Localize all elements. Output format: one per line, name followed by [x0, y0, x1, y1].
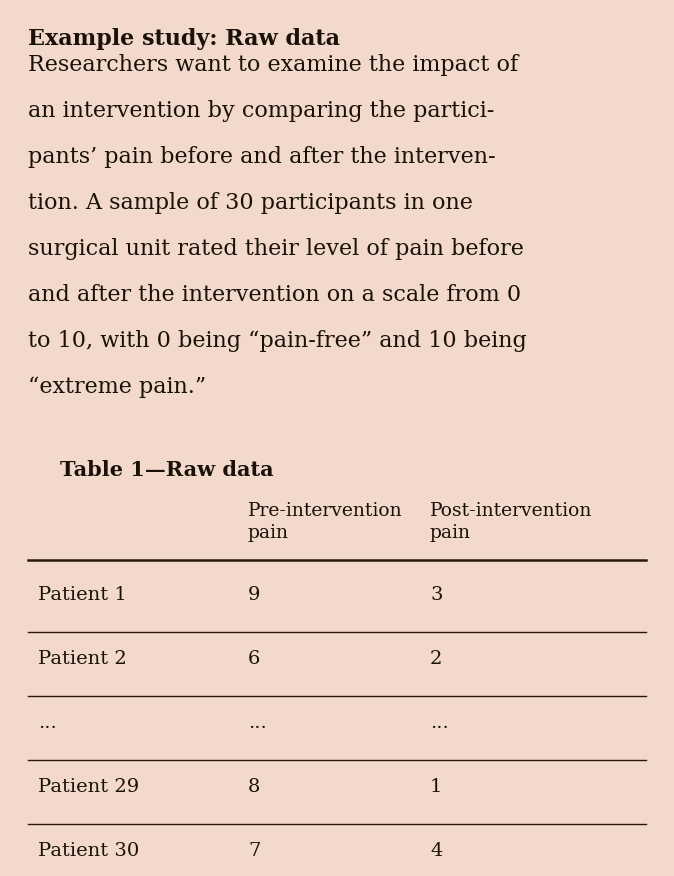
- Text: Patient 2: Patient 2: [38, 650, 127, 668]
- Text: “extreme pain.”: “extreme pain.”: [28, 376, 206, 398]
- Text: 3: 3: [430, 586, 443, 604]
- Text: Post-intervention
pain: Post-intervention pain: [430, 502, 592, 542]
- Text: 1: 1: [430, 778, 442, 796]
- Text: an intervention by comparing the partici-: an intervention by comparing the partici…: [28, 100, 494, 122]
- Text: ...: ...: [38, 714, 57, 732]
- Text: tion. A sample of 30 participants in one: tion. A sample of 30 participants in one: [28, 192, 473, 214]
- Text: 4: 4: [430, 842, 442, 860]
- Text: pants’ pain before and after the interven-: pants’ pain before and after the interve…: [28, 146, 495, 168]
- Text: Patient 29: Patient 29: [38, 778, 140, 796]
- Text: 7: 7: [248, 842, 260, 860]
- Text: and after the intervention on a scale from 0: and after the intervention on a scale fr…: [28, 284, 521, 306]
- Text: 6: 6: [248, 650, 260, 668]
- Text: 2: 2: [430, 650, 442, 668]
- Text: Patient 1: Patient 1: [38, 586, 127, 604]
- Text: ...: ...: [248, 714, 267, 732]
- Text: 8: 8: [248, 778, 260, 796]
- Text: Researchers want to examine the impact of: Researchers want to examine the impact o…: [28, 54, 518, 76]
- Text: ...: ...: [430, 714, 449, 732]
- Text: 9: 9: [248, 586, 260, 604]
- Text: to 10, with 0 being “pain-free” and 10 being: to 10, with 0 being “pain-free” and 10 b…: [28, 330, 527, 352]
- Text: Pre-intervention
pain: Pre-intervention pain: [248, 502, 402, 542]
- Text: Table 1—Raw data: Table 1—Raw data: [60, 460, 274, 480]
- Text: Example study: Raw data: Example study: Raw data: [28, 28, 340, 50]
- Text: surgical unit rated their level of pain before: surgical unit rated their level of pain …: [28, 238, 524, 260]
- Text: Patient 30: Patient 30: [38, 842, 140, 860]
